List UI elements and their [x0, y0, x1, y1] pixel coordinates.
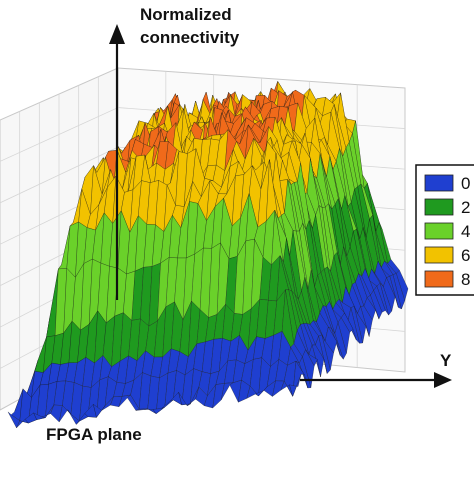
legend-swatch [424, 270, 454, 288]
legend-label: 8 [461, 270, 470, 289]
surface-cell [289, 374, 302, 397]
surface-mesh [7, 80, 409, 429]
z-axis-title-line1: Normalized [140, 5, 232, 24]
z-axis [109, 24, 125, 300]
z-axis-title-line2: connectivity [140, 28, 240, 47]
legend: 0 2 4 6 8 [415, 164, 474, 296]
z-axis-arrowhead [109, 24, 125, 44]
legend-label: 0 [461, 174, 470, 193]
legend-label: 6 [461, 246, 470, 265]
y-axis [300, 372, 452, 388]
legend-label: 4 [461, 222, 470, 241]
gridline [0, 107, 119, 162]
y-axis-title: Y [440, 351, 452, 370]
legend-swatch [424, 246, 454, 264]
legend-swatch [424, 174, 454, 192]
plane-label: FPGA plane [46, 425, 142, 444]
legend-items: 0 2 4 6 8 [424, 174, 470, 289]
legend-label: 2 [461, 198, 470, 217]
legend-swatch [424, 198, 454, 216]
y-axis-arrowhead [434, 372, 452, 388]
gridline [0, 146, 119, 204]
legend-swatch [424, 222, 454, 240]
